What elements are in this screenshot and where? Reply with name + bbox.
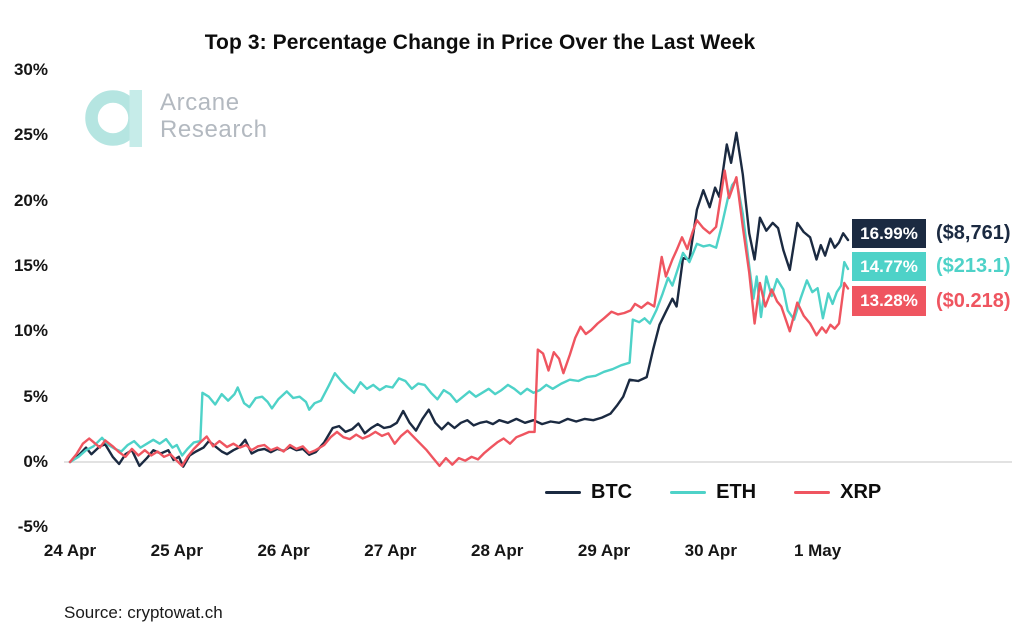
y-tick-5: 5% (23, 386, 48, 406)
legend-label-xrp: XRP (840, 481, 882, 503)
x-tick-30-apr: 30 Apr (684, 541, 737, 560)
x-tick-25-apr: 25 Apr (150, 541, 203, 560)
x-tick-29-apr: 29 Apr (577, 541, 631, 560)
xrp-line (68, 169, 850, 468)
y-tick--5: -5% (17, 517, 48, 537)
y-tick-25: 25% (13, 125, 48, 145)
arcane-research-watermark: Arcane Research (84, 86, 384, 156)
eth-line-swatch (670, 491, 707, 494)
chart-title: Top 3: Percentage Change in Price Over t… (204, 31, 756, 54)
x-tick-1-may: 1 May (793, 541, 842, 560)
legend-label-eth: ETH (716, 481, 757, 503)
eth-price-label: ($213.1) (936, 255, 1011, 277)
xrp-line-swatch (794, 491, 831, 494)
btc-line (68, 131, 850, 468)
xrp-price-label: ($0.218) (936, 290, 1011, 312)
y-tick-20: 20% (13, 190, 48, 210)
source-credit: Source: cryptowat.ch (64, 603, 223, 622)
xrp-pct-badge: 13.28% (852, 286, 926, 316)
btc-pct-badge: 16.99% (852, 219, 926, 248)
x-tick-27-apr: 27 Apr (364, 541, 417, 560)
legend: BTC ETH XRP (545, 481, 881, 504)
eth-pct-badge: 14.77% (852, 252, 926, 281)
arcane-logo-line1: Arcane (160, 89, 240, 116)
legend-item-btc: BTC (545, 481, 632, 504)
y-tick-10: 10% (13, 321, 48, 341)
eth-line (68, 178, 850, 464)
legend-item-xrp: XRP (794, 481, 881, 504)
btc-price-label: ($8,761) (936, 222, 1011, 244)
y-tick-15: 15% (13, 256, 48, 275)
x-tick-24-apr: 24 Apr (43, 541, 97, 560)
btc-line-swatch (545, 491, 581, 494)
legend-item-eth: ETH (670, 481, 756, 504)
arcane-logo-text: Arcane Research (160, 89, 268, 143)
y-tick-0: 0% (23, 452, 48, 471)
arcane-logo-line2: Research (160, 116, 268, 143)
x-tick-28-apr: 28 Apr (471, 541, 524, 560)
arcane-logo-icon (85, 90, 142, 147)
y-tick-30: 30% (13, 60, 48, 80)
legend-label-btc: BTC (591, 481, 633, 503)
x-tick-26-apr: 26 Apr (257, 541, 310, 560)
